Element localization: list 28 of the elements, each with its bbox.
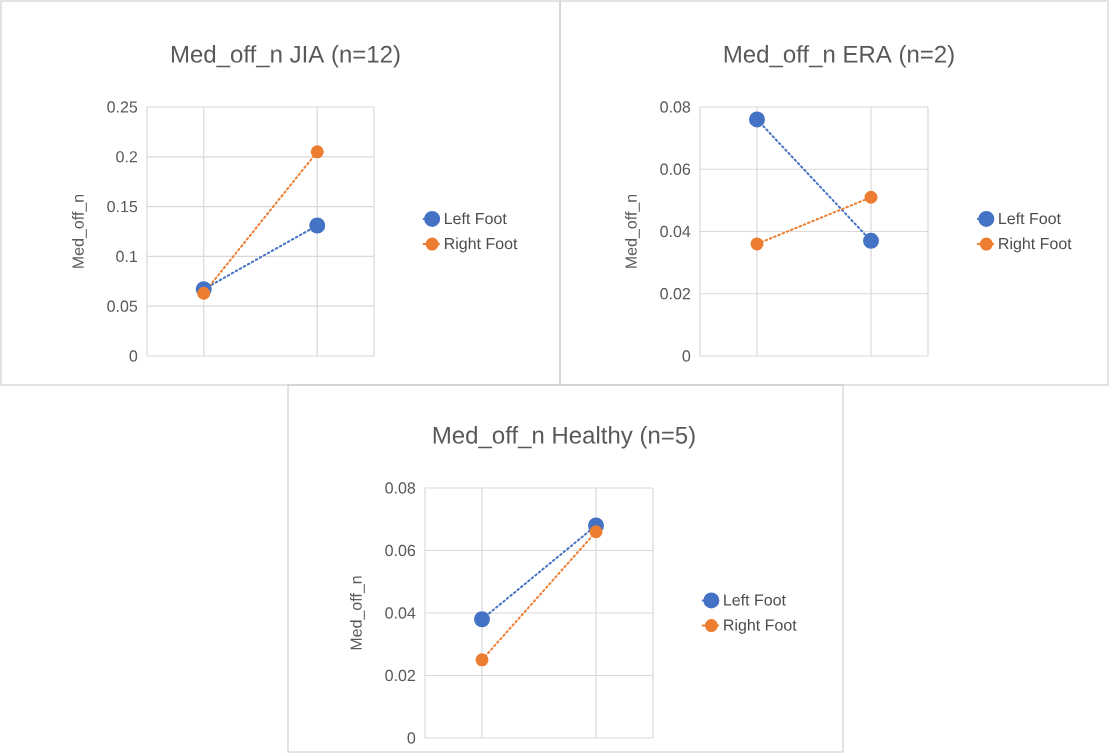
y-tick-label: 0.02 xyxy=(385,669,415,682)
y-tick-label: 0.04 xyxy=(385,607,416,619)
y-tick-label: 0.02 xyxy=(660,288,690,300)
y-tick-label: 0.2 xyxy=(116,151,137,163)
y-tick-label: 0.05 xyxy=(107,300,138,312)
chart-title: Med_off_n ERA (n=2) xyxy=(724,45,954,68)
y-tick-label: 0.1 xyxy=(116,250,138,263)
y-tick-label: 0 xyxy=(407,732,416,744)
y-tick-label: 0 xyxy=(682,350,691,362)
legend-label: Right Foot xyxy=(444,237,518,253)
y-tick-label: 0.06 xyxy=(385,544,416,557)
y-axis-title: Med_off_n xyxy=(350,576,365,650)
legend-label: Left Foot xyxy=(444,212,507,225)
legend-label: Left Foot xyxy=(724,593,786,606)
y-tick-label: 0.06 xyxy=(660,163,691,175)
y-axis-title: Med_off_n xyxy=(72,194,87,268)
y-tick-label: 0.25 xyxy=(107,101,138,113)
y-tick-label: 0.08 xyxy=(385,482,416,494)
y-tick-label: 0.15 xyxy=(107,200,138,213)
legend-label: Left Foot xyxy=(999,212,1061,225)
y-axis-title: Med_off_n xyxy=(625,194,640,268)
y-tick-label: 0.08 xyxy=(660,101,691,113)
chart-title: Med_off_n JIA (n=12) xyxy=(171,45,400,68)
legend-label: Right Foot xyxy=(999,237,1072,253)
y-tick-label: 0.04 xyxy=(660,225,691,238)
chart-title: Med_off_n Healthy (n=5) xyxy=(433,426,695,449)
y-tick-label: 0 xyxy=(129,350,138,362)
legend-label: Right Foot xyxy=(724,618,797,634)
